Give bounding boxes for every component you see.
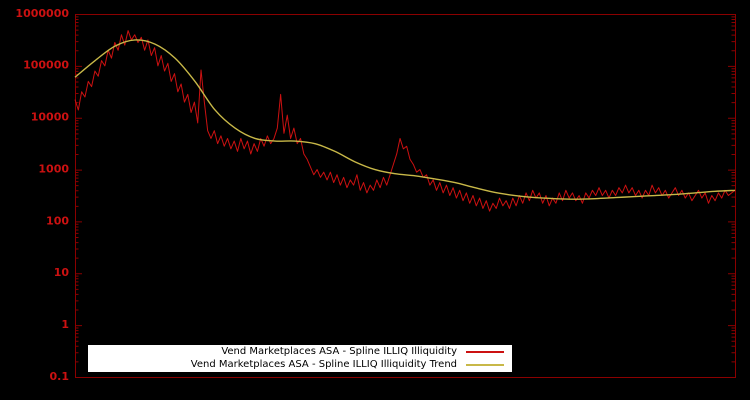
legend-entry-illiquidity: Vend Marketplaces ASA - Spline ILLIQ Ill… [88,346,512,358]
legend-line-illiquidity-icon [466,351,504,353]
legend-label-trend: Vend Marketplaces ASA - Spline ILLIQ Ill… [190,359,457,370]
legend: Vend Marketplaces ASA - Spline ILLIQ Ill… [88,345,512,372]
legend-label-illiquidity: Vend Marketplaces ASA - Spline ILLIQ Ill… [221,346,457,357]
legend-entry-trend: Vend Marketplaces ASA - Spline ILLIQ Ill… [88,359,512,371]
legend-line-trend-icon [466,364,504,366]
